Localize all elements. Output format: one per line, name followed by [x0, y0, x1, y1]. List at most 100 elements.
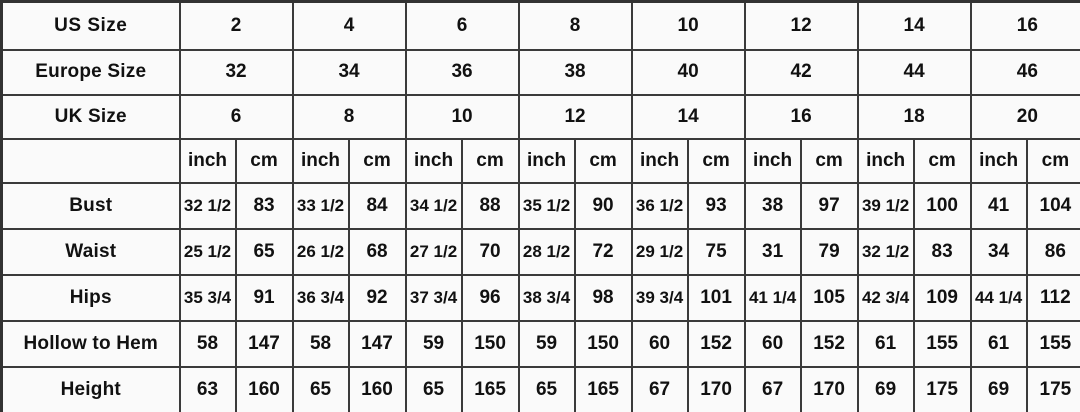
- uk-size-cell-7: 18: [856, 93, 972, 140]
- waist-inch-2: 26 1/2: [291, 227, 350, 276]
- europe-size-cell-5: 40: [630, 48, 746, 96]
- europe-size-cell-3: 36: [404, 48, 520, 96]
- hips-cm-8: 112: [1025, 273, 1080, 322]
- bust-inch-8: 41: [969, 181, 1028, 230]
- hollow-to-hem-inch-2: 58: [291, 319, 350, 368]
- waist-cm-2: 68: [347, 227, 407, 276]
- waist-cm-4: 72: [573, 227, 633, 276]
- unit-inch-5: inch: [630, 137, 689, 184]
- hips-inch-2: 36 3/4: [291, 273, 350, 322]
- europe-size-cell-7: 44: [856, 48, 972, 96]
- row-label-waist: Waist: [0, 227, 181, 276]
- hips-cm-7: 109: [912, 273, 972, 322]
- waist-inch-8: 34: [969, 227, 1028, 276]
- hollow-to-hem-inch-7: 61: [856, 319, 915, 368]
- europe-size-cell-4: 38: [517, 48, 633, 96]
- bust-cm-7: 100: [912, 181, 972, 230]
- hips-cm-4: 98: [573, 273, 633, 322]
- uk-size-cell-2: 8: [291, 93, 407, 140]
- unit-inch-8: inch: [969, 137, 1028, 184]
- hollow-to-hem-cm-7: 155: [912, 319, 972, 368]
- waist-inch-1: 25 1/2: [178, 227, 237, 276]
- uk-size-cell-5: 14: [630, 93, 746, 140]
- us-size-cell-6: 12: [743, 0, 859, 51]
- hollow-to-hem-inch-8: 61: [969, 319, 1028, 368]
- height-cm-3: 165: [460, 365, 520, 412]
- hips-inch-1: 35 3/4: [178, 273, 237, 322]
- uk-size-cell-3: 10: [404, 93, 520, 140]
- unit-inch-4: inch: [517, 137, 576, 184]
- row-label-us-size: US Size: [0, 0, 181, 51]
- table-row-hips: Hips 35 3/4 91 36 3/4 92 37 3/4 96 38 3/…: [0, 273, 1080, 322]
- unit-cm-2: cm: [347, 137, 407, 184]
- hips-cm-1: 91: [234, 273, 294, 322]
- units-row-empty-label: [0, 137, 181, 184]
- table-row-uk-size: UK Size 6 8 10 12 14 16 18 20: [0, 93, 1080, 140]
- waist-cm-7: 83: [912, 227, 972, 276]
- height-cm-7: 175: [912, 365, 972, 412]
- height-inch-4: 65: [517, 365, 576, 412]
- bust-inch-7: 39 1/2: [856, 181, 915, 230]
- height-inch-3: 65: [404, 365, 463, 412]
- unit-inch-2: inch: [291, 137, 350, 184]
- waist-cm-1: 65: [234, 227, 294, 276]
- bust-cm-1: 83: [234, 181, 294, 230]
- hips-inch-5: 39 3/4: [630, 273, 689, 322]
- hollow-to-hem-cm-1: 147: [234, 319, 294, 368]
- us-size-cell-2: 4: [291, 0, 407, 51]
- bust-inch-1: 32 1/2: [178, 181, 237, 230]
- bust-cm-5: 93: [686, 181, 746, 230]
- uk-size-cell-1: 6: [178, 93, 294, 140]
- height-cm-2: 160: [347, 365, 407, 412]
- hollow-to-hem-cm-3: 150: [460, 319, 520, 368]
- unit-cm-8: cm: [1025, 137, 1080, 184]
- bust-cm-2: 84: [347, 181, 407, 230]
- hollow-to-hem-cm-6: 152: [799, 319, 859, 368]
- bust-cm-6: 97: [799, 181, 859, 230]
- hollow-to-hem-cm-4: 150: [573, 319, 633, 368]
- bust-inch-2: 33 1/2: [291, 181, 350, 230]
- hollow-to-hem-inch-4: 59: [517, 319, 576, 368]
- bust-inch-6: 38: [743, 181, 802, 230]
- hollow-to-hem-inch-6: 60: [743, 319, 802, 368]
- bust-inch-3: 34 1/2: [404, 181, 463, 230]
- hips-inch-6: 41 1/4: [743, 273, 802, 322]
- uk-size-cell-6: 16: [743, 93, 859, 140]
- hollow-to-hem-inch-5: 60: [630, 319, 689, 368]
- row-label-hips: Hips: [0, 273, 181, 322]
- waist-inch-7: 32 1/2: [856, 227, 915, 276]
- hips-cm-2: 92: [347, 273, 407, 322]
- height-cm-5: 170: [686, 365, 746, 412]
- table-row-units: inch cm inch cm inch cm inch cm inch cm …: [0, 137, 1080, 184]
- uk-size-cell-4: 12: [517, 93, 633, 140]
- waist-inch-3: 27 1/2: [404, 227, 463, 276]
- table-row-height: Height 63 160 65 160 65 165 65 165 67 17…: [0, 365, 1080, 412]
- table-row-hollow-to-hem: Hollow to Hem 58 147 58 147 59 150 59 15…: [0, 319, 1080, 368]
- europe-size-cell-2: 34: [291, 48, 407, 96]
- hips-cm-6: 105: [799, 273, 859, 322]
- bust-cm-8: 104: [1025, 181, 1080, 230]
- hollow-to-hem-cm-2: 147: [347, 319, 407, 368]
- us-size-cell-5: 10: [630, 0, 746, 51]
- us-size-cell-8: 16: [969, 0, 1080, 51]
- height-inch-5: 67: [630, 365, 689, 412]
- bust-cm-4: 90: [573, 181, 633, 230]
- row-label-uk-size: UK Size: [0, 93, 181, 140]
- unit-cm-1: cm: [234, 137, 294, 184]
- hips-inch-4: 38 3/4: [517, 273, 576, 322]
- height-cm-8: 175: [1025, 365, 1080, 412]
- hollow-to-hem-cm-8: 155: [1025, 319, 1080, 368]
- unit-inch-3: inch: [404, 137, 463, 184]
- bust-inch-4: 35 1/2: [517, 181, 576, 230]
- waist-inch-4: 28 1/2: [517, 227, 576, 276]
- waist-cm-3: 70: [460, 227, 520, 276]
- unit-inch-7: inch: [856, 137, 915, 184]
- waist-cm-8: 86: [1025, 227, 1080, 276]
- waist-inch-6: 31: [743, 227, 802, 276]
- row-label-hollow-to-hem: Hollow to Hem: [0, 319, 181, 368]
- bust-cm-3: 88: [460, 181, 520, 230]
- waist-cm-5: 75: [686, 227, 746, 276]
- hollow-to-hem-cm-5: 152: [686, 319, 746, 368]
